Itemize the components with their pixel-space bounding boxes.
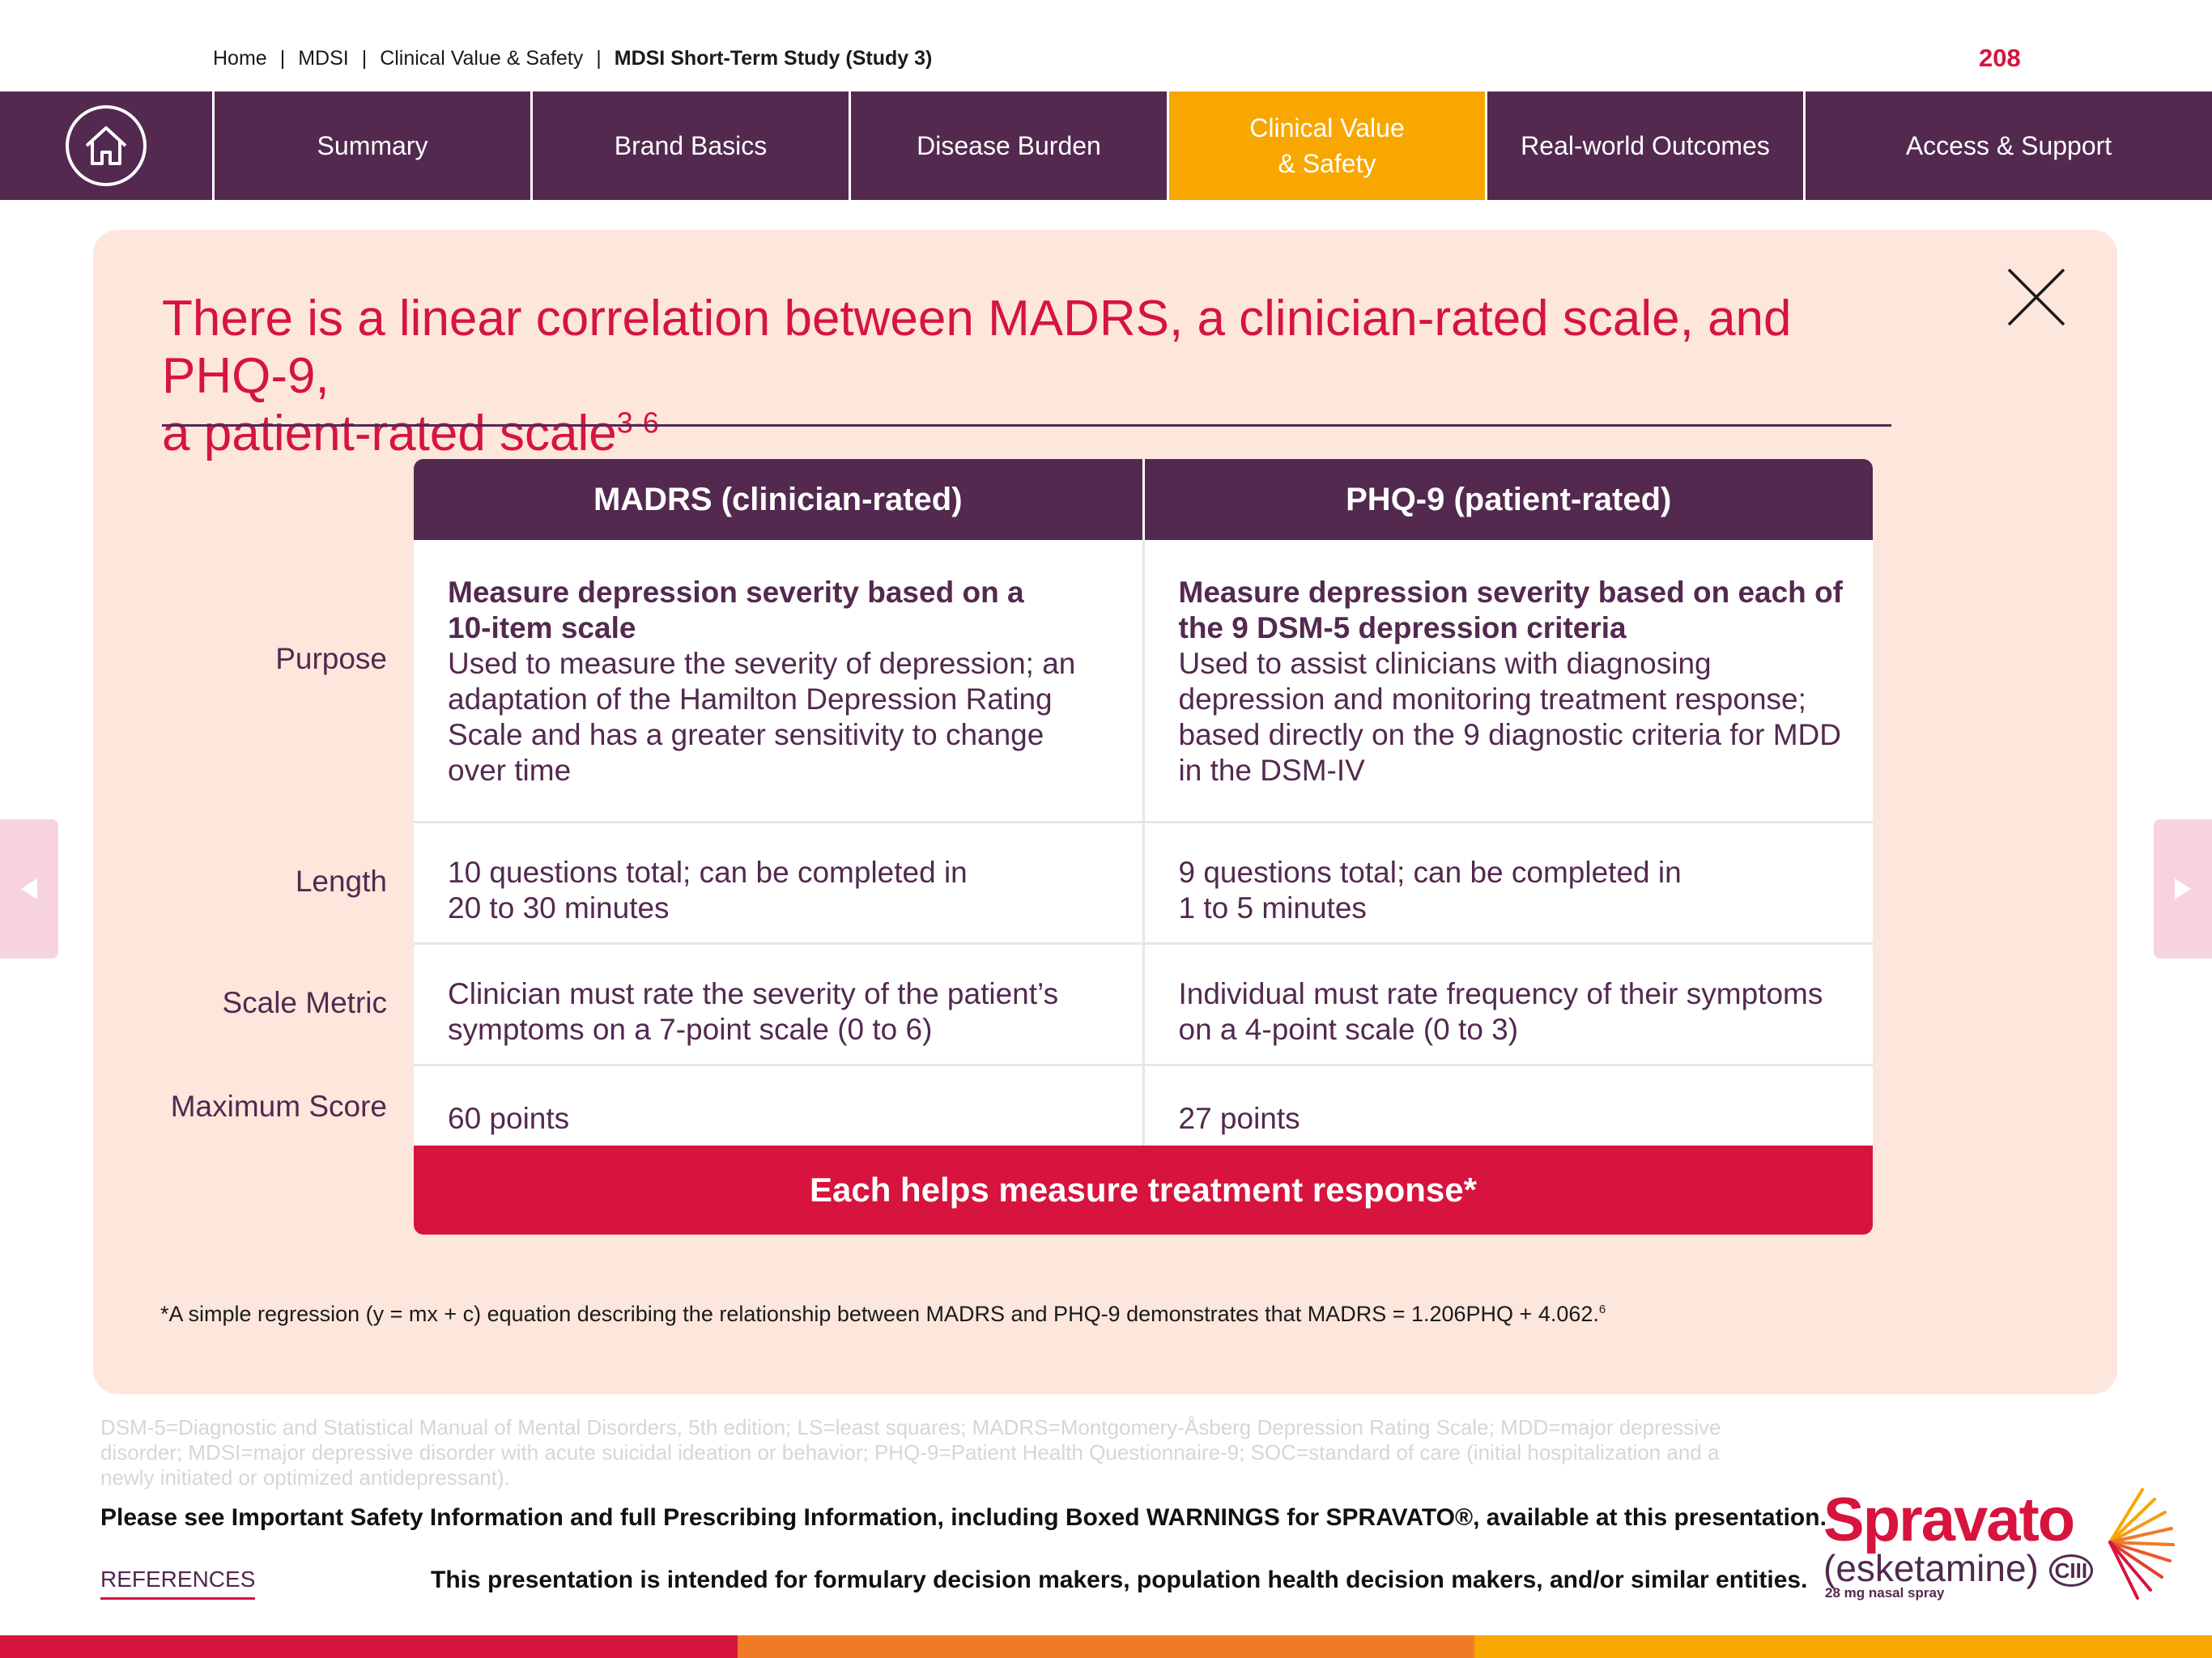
nav-tab-access-support[interactable]: Access & Support: [1806, 91, 2212, 200]
cell-text: Scale and has a greater sensitivity to c…: [448, 718, 1044, 751]
cell-text: Used to assist clinicians with diagnosin…: [1178, 647, 1712, 680]
cell-text: over time: [448, 754, 572, 787]
nav-tab-real-world-outcomes[interactable]: Real-world Outcomes: [1487, 91, 1806, 200]
nav-tab-clinical-value-safety[interactable]: Clinical Value & Safety: [1169, 91, 1487, 200]
row-label-purpose: Purpose: [275, 642, 387, 675]
footnote-reference: 6: [1598, 1303, 1606, 1316]
cell-text: 60 points: [448, 1102, 570, 1135]
logo-generic-text: (esketamine): [1823, 1547, 2039, 1589]
table-row-purpose: Measure depression severity based on a 1…: [414, 540, 1873, 821]
logo-generic-name: (esketamine) CIII: [1823, 1546, 2094, 1590]
prev-page-button[interactable]: [0, 819, 58, 959]
page-number: 208: [1979, 44, 2021, 72]
bottom-bar-segment: [737, 1635, 1475, 1658]
logo-schedule: CIII: [2048, 1554, 2094, 1588]
bottom-bar-segment: [0, 1635, 738, 1658]
breadcrumb: Home | MDSI | Clinical Value & Safety | …: [213, 47, 932, 70]
close-button[interactable]: [2006, 267, 2066, 327]
table-row-maximum-score: 60 points 27 points: [414, 1064, 1873, 1146]
cell-phq9-purpose: Measure depression severity based on eac…: [1142, 540, 1874, 821]
column-header-madrs: MADRS (clinician-rated): [593, 481, 963, 517]
cell-text: Individual must rate frequency of their …: [1178, 977, 1823, 1010]
breadcrumb-mdsi[interactable]: MDSI: [298, 47, 349, 70]
cell-madrs-length: 10 questions total; can be completed in …: [414, 823, 1142, 942]
breadcrumb-separator: |: [596, 47, 602, 70]
nav-tab-label-line1: Clinical Value: [1249, 113, 1405, 142]
nav-home-button[interactable]: [0, 91, 215, 200]
nav-tab-brand-basics[interactable]: Brand Basics: [533, 91, 851, 200]
arrow-left-icon: [21, 878, 37, 899]
nav-tab-label: Clinical Value & Safety: [1249, 110, 1405, 181]
breadcrumb-current: MDSI Short-Term Study (Study 3): [614, 47, 933, 70]
audience-notice: This presentation is intended for formul…: [431, 1567, 1808, 1593]
logo-brand-name: Spravato: [1823, 1486, 2075, 1554]
nav-tab-label: Real-world Outcomes: [1521, 131, 1770, 160]
table-header: MADRS (clinician-rated) PHQ-9 (patient-r…: [414, 459, 1873, 540]
cell-text: 20 to 30 minutes: [448, 891, 670, 925]
table-footer-banner: Each helps measure treatment response*: [414, 1146, 1873, 1235]
safety-information-notice: Please see Important Safety Information …: [100, 1504, 1827, 1531]
cell-madrs-maximum-score: 60 points: [414, 1066, 1142, 1146]
breadcrumb-clinical-value[interactable]: Clinical Value & Safety: [380, 47, 584, 70]
cell-text: Clinician must rate the severity of the …: [448, 977, 1059, 1010]
table-row-scale-metric: Clinician must rate the severity of the …: [414, 942, 1873, 1064]
cell-heading: Measure depression severity based on eac…: [1178, 576, 1844, 609]
cell-phq9-scale-metric: Individual must rate frequency of their …: [1142, 945, 1874, 1064]
row-label-maximum-score: Maximum Score: [170, 1090, 387, 1123]
bottom-bar-segment: [1474, 1635, 2212, 1658]
cell-phq9-length: 9 questions total; can be completed in 1…: [1142, 823, 1874, 942]
panel-title: There is a linear correlation between MA…: [162, 290, 1895, 462]
nav-tab-label: Access & Support: [1905, 131, 2112, 160]
footnote-text: *A simple regression (y = mx + c) equati…: [160, 1302, 1599, 1326]
cell-text: 1 to 5 minutes: [1178, 891, 1367, 925]
row-label-scale-metric: Scale Metric: [222, 986, 387, 1019]
footnote: *A simple regression (y = mx + c) equati…: [160, 1302, 1606, 1327]
nav-tab-label-line2: & Safety: [1278, 149, 1376, 178]
cell-text: 10 questions total; can be completed in: [448, 856, 968, 889]
bottom-color-bar: [0, 1635, 2212, 1658]
comparison-table: MADRS (clinician-rated) PHQ-9 (patient-r…: [414, 459, 1873, 1235]
cell-text: symptoms on a 7-point scale (0 to 6): [448, 1013, 933, 1046]
cell-heading: Measure depression severity based on a: [448, 576, 1024, 609]
nav-tab-label: Brand Basics: [614, 131, 768, 160]
cell-text: depression and monitoring treatment resp…: [1178, 682, 1806, 716]
cell-text: based directly on the 9 diagnostic crite…: [1178, 718, 1841, 751]
arrow-right-icon: [2175, 878, 2191, 899]
panel-title-line2: a patient-rated scale: [162, 406, 617, 461]
logo-dose: 28 mg nasal spray: [1825, 1585, 1945, 1601]
spravato-logo: Spravato (esketamine) CIII 28 mg nasal s…: [1820, 1482, 2176, 1611]
table-row-length: 10 questions total; can be completed in …: [414, 821, 1873, 942]
column-header-phq9: PHQ-9 (patient-rated): [1142, 459, 1874, 540]
cell-heading: the 9 DSM-5 depression criteria: [1178, 611, 1627, 644]
cell-madrs-scale-metric: Clinician must rate the severity of the …: [414, 945, 1142, 1064]
cell-heading: 10-item scale: [448, 611, 636, 644]
title-divider: [162, 424, 1891, 427]
main-nav: Summary Brand Basics Disease Burden Clin…: [0, 91, 2212, 200]
cell-text: 27 points: [1178, 1102, 1300, 1135]
cell-text: Used to measure the severity of depressi…: [448, 647, 1076, 680]
title-reference: 3-6: [616, 406, 659, 440]
cell-madrs-purpose: Measure depression severity based on a 1…: [414, 540, 1142, 821]
nav-tab-summary[interactable]: Summary: [215, 91, 533, 200]
nav-tab-label: Summary: [317, 131, 428, 160]
logo-burst-icon: [2108, 1488, 2175, 1600]
cell-text: on a 4-point scale (0 to 3): [1178, 1013, 1519, 1046]
cell-text: in the DSM-IV: [1178, 754, 1365, 787]
cell-text: 9 questions total; can be completed in: [1178, 856, 1682, 889]
close-icon: [2007, 268, 2065, 326]
home-icon: [66, 105, 147, 186]
nav-tab-label: Disease Burden: [917, 131, 1101, 160]
cell-text: adaptation of the Hamilton Depression Ra…: [448, 682, 1053, 716]
abbreviations: DSM-5=Diagnostic and Statistical Manual …: [100, 1415, 1721, 1490]
cell-phq9-maximum-score: 27 points: [1142, 1066, 1874, 1146]
breadcrumb-separator: |: [361, 47, 368, 70]
breadcrumb-separator: |: [279, 47, 286, 70]
nav-tab-disease-burden[interactable]: Disease Burden: [851, 91, 1169, 200]
references-link[interactable]: REFERENCES: [100, 1567, 256, 1600]
next-page-button[interactable]: [2154, 819, 2212, 959]
breadcrumb-home[interactable]: Home: [213, 47, 267, 70]
panel-title-line1: There is a linear correlation between MA…: [162, 291, 1792, 404]
row-label-length: Length: [295, 865, 387, 898]
